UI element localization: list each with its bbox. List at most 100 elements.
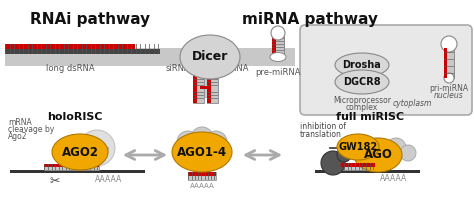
- Text: Ago2: Ago2: [8, 132, 27, 141]
- Bar: [82, 44, 83, 54]
- Bar: [158, 44, 159, 54]
- Bar: [42, 44, 43, 54]
- Ellipse shape: [337, 134, 379, 160]
- Bar: [48, 164, 49, 170]
- Bar: [193, 85, 204, 86]
- Text: cytoplasm: cytoplasm: [392, 99, 432, 108]
- Text: AGO: AGO: [364, 149, 392, 162]
- Bar: [444, 48, 447, 78]
- Bar: [145, 44, 146, 54]
- Text: inhibition of: inhibition of: [300, 122, 346, 131]
- Text: GW182: GW182: [84, 147, 110, 153]
- Bar: [207, 95, 218, 96]
- Bar: [5, 44, 135, 49]
- Bar: [10, 170, 145, 173]
- Circle shape: [444, 73, 454, 83]
- Bar: [208, 172, 209, 180]
- Ellipse shape: [335, 53, 389, 77]
- Bar: [444, 52, 454, 53]
- Bar: [118, 44, 119, 54]
- Text: nucleus: nucleus: [434, 91, 464, 100]
- Bar: [272, 41, 284, 42]
- Circle shape: [321, 151, 345, 175]
- Text: RNAi pathway: RNAi pathway: [30, 12, 150, 27]
- Bar: [69, 44, 70, 54]
- Bar: [5, 49, 160, 54]
- Bar: [37, 44, 38, 54]
- Bar: [201, 172, 202, 180]
- Circle shape: [400, 145, 416, 161]
- Bar: [215, 172, 216, 180]
- Bar: [44, 164, 99, 170]
- Text: pre-miRNA: pre-miRNA: [255, 68, 301, 77]
- Text: DGCR8: DGCR8: [343, 77, 381, 87]
- Text: miRNA: miRNA: [220, 64, 248, 73]
- Bar: [192, 172, 193, 180]
- Text: holoRISC: holoRISC: [47, 112, 103, 122]
- Bar: [207, 75, 218, 103]
- Bar: [66, 164, 67, 170]
- Text: AAAAA: AAAAA: [95, 175, 122, 184]
- Bar: [10, 44, 11, 54]
- Bar: [189, 172, 190, 180]
- Bar: [28, 44, 29, 54]
- Bar: [207, 98, 218, 99]
- Bar: [33, 44, 34, 54]
- Bar: [193, 75, 197, 103]
- Text: Drosha: Drosha: [343, 60, 382, 70]
- Bar: [359, 163, 360, 170]
- Text: GW182: GW182: [338, 142, 378, 152]
- Bar: [195, 172, 196, 180]
- Bar: [60, 44, 61, 54]
- Bar: [140, 44, 142, 54]
- Bar: [188, 172, 216, 180]
- Bar: [6, 44, 7, 54]
- Bar: [340, 163, 375, 167]
- Bar: [207, 82, 218, 83]
- Bar: [69, 164, 70, 170]
- Text: siRNA: siRNA: [165, 64, 190, 73]
- Bar: [207, 85, 218, 86]
- Bar: [131, 44, 133, 54]
- Circle shape: [271, 26, 285, 40]
- Bar: [348, 163, 349, 170]
- Ellipse shape: [335, 70, 389, 94]
- Text: pri-miRNA: pri-miRNA: [429, 84, 469, 93]
- Bar: [46, 44, 47, 54]
- Bar: [149, 44, 151, 54]
- Bar: [272, 47, 284, 48]
- Circle shape: [191, 127, 213, 149]
- Bar: [98, 164, 99, 170]
- Text: AAAAA: AAAAA: [190, 183, 214, 189]
- Text: miRNA pathway: miRNA pathway: [242, 12, 378, 27]
- Text: AAAAA: AAAAA: [380, 174, 407, 183]
- Ellipse shape: [270, 52, 286, 62]
- Bar: [444, 63, 454, 64]
- Bar: [272, 35, 276, 57]
- Bar: [95, 44, 97, 54]
- Ellipse shape: [172, 132, 232, 172]
- Text: AGO2: AGO2: [62, 146, 99, 159]
- Text: cleavage by: cleavage by: [8, 125, 54, 134]
- Bar: [193, 79, 204, 80]
- Circle shape: [337, 148, 351, 162]
- Bar: [211, 172, 212, 180]
- Bar: [340, 163, 375, 170]
- Bar: [59, 164, 60, 170]
- Bar: [366, 163, 367, 170]
- Bar: [62, 164, 63, 170]
- Bar: [154, 44, 155, 54]
- Circle shape: [386, 138, 406, 158]
- Bar: [344, 163, 345, 170]
- Bar: [104, 44, 106, 54]
- Bar: [198, 172, 199, 180]
- Bar: [83, 164, 84, 170]
- Bar: [122, 44, 124, 54]
- Bar: [207, 75, 211, 103]
- Bar: [444, 66, 454, 67]
- Text: translation: translation: [300, 130, 342, 139]
- Text: Microprocessor: Microprocessor: [333, 96, 391, 105]
- Bar: [272, 38, 284, 39]
- Bar: [86, 44, 88, 54]
- Circle shape: [79, 130, 115, 166]
